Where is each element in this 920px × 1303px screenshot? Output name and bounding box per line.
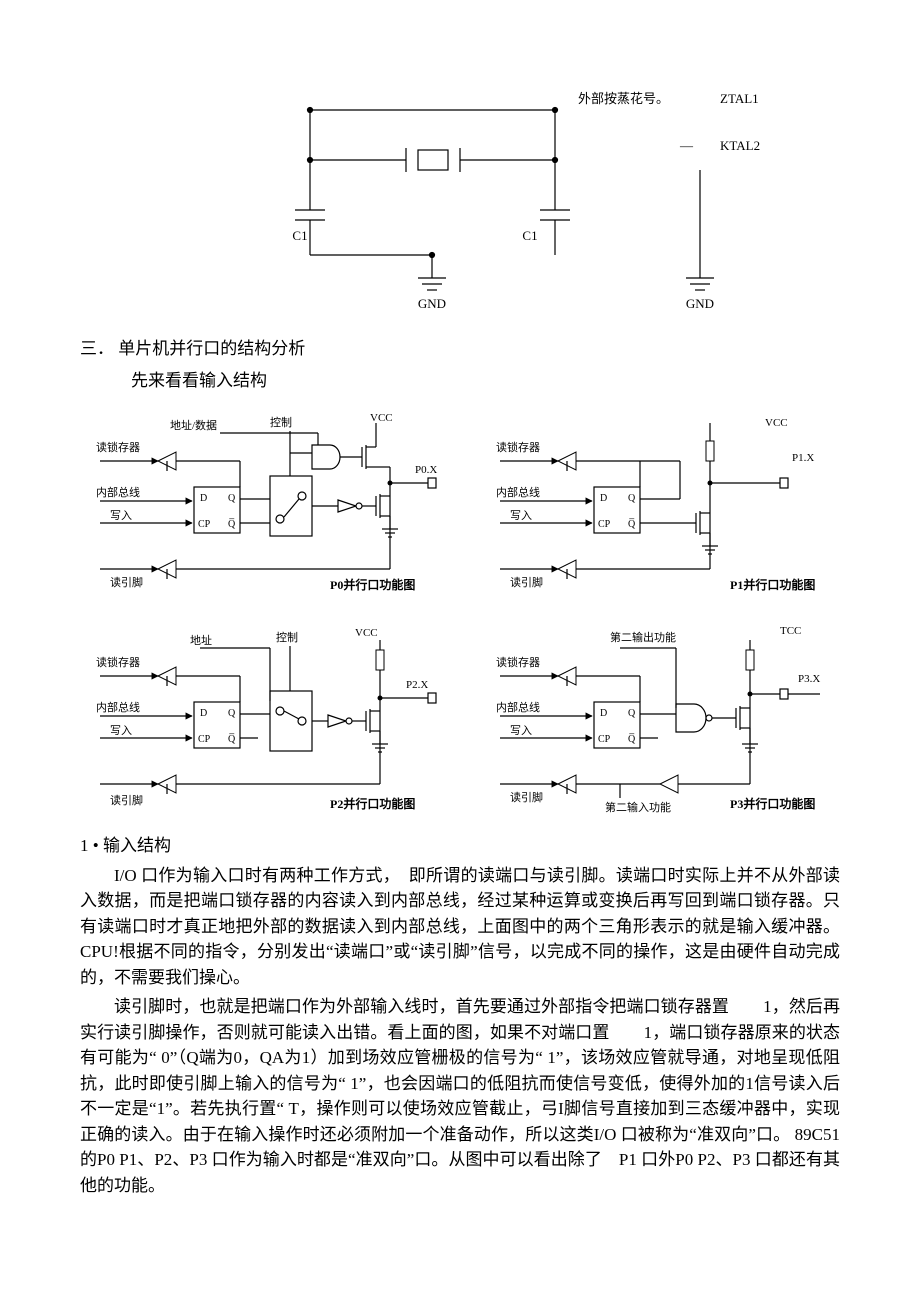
p0-bus: 内部总线 bbox=[96, 485, 140, 499]
p3-diagram: TCC 第二输出功能 读锁存器 内部总线 写入 读引脚 第二输入功能 D Q C… bbox=[496, 625, 820, 814]
p0-control: 控制 bbox=[270, 415, 292, 429]
c2-label: C1 bbox=[522, 228, 537, 243]
section3-title: 三． 单片机并行口的结构分析 bbox=[80, 336, 840, 362]
p3-secin: 第二输入功能 bbox=[605, 800, 671, 814]
xtal2-label: KTAL2 bbox=[720, 138, 760, 153]
body-para2: 读引脚时，也就是把端口作为外部输入线时，首先要通过外部指令把端口锁存器置 1，然… bbox=[80, 994, 840, 1198]
gnd1-label: GND bbox=[418, 296, 446, 311]
body-para1: I/O 口作为输入口时有两种工作方式， 即所谓的读端口与读引脚。读端口时实际上并… bbox=[80, 863, 840, 991]
xtal1-label: ZTAL1 bbox=[720, 91, 759, 106]
p0-vcc: VCC bbox=[370, 412, 393, 424]
p3-Qbar: Q̅ bbox=[628, 734, 636, 745]
p1-pin: P1.X bbox=[792, 452, 814, 464]
p2-Q: Q bbox=[228, 708, 236, 719]
p1-bus: 内部总线 bbox=[496, 485, 540, 499]
p2-control: 控制 bbox=[276, 630, 298, 644]
p0-Qbar: Q̅ bbox=[228, 519, 236, 530]
p3-caption: P3并行口功能图 bbox=[730, 796, 815, 811]
p0-readpin: 读引脚 bbox=[110, 575, 143, 589]
p2-D: D bbox=[200, 708, 207, 719]
p2-pin: P2.X bbox=[406, 679, 428, 691]
p1-caption: P1并行口功能图 bbox=[730, 577, 815, 592]
p0-caption: P0并行口功能图 bbox=[330, 577, 415, 592]
p1-diagram: VCC 读锁存器 内部总线 写入 读引脚 D Q CP Q̅ P1.X P1并行… bbox=[496, 417, 815, 592]
section3-sub: 先来看看输入结构 bbox=[80, 368, 840, 394]
p2-addr: 地址 bbox=[190, 633, 212, 647]
p2-readpin: 读引脚 bbox=[110, 793, 143, 807]
p1-readpin: 读引脚 bbox=[510, 575, 543, 589]
p3-vcc: TCC bbox=[780, 625, 801, 637]
p0-CP: CP bbox=[198, 519, 211, 530]
p3-readpin: 读引脚 bbox=[510, 790, 543, 804]
p2-Qbar: Q̅ bbox=[228, 734, 236, 745]
p0-Q: Q bbox=[228, 493, 236, 504]
p2-bus: 内部总线 bbox=[96, 700, 140, 714]
p3-readlatch: 读锁存器 bbox=[496, 655, 540, 669]
p2-CP: CP bbox=[198, 734, 211, 745]
p3-D: D bbox=[600, 708, 607, 719]
p0-D: D bbox=[200, 493, 207, 504]
p2-write: 写入 bbox=[110, 725, 132, 737]
p0-pin: P0.X bbox=[415, 464, 437, 476]
ext-signal-label: 外部按蒸花号。 bbox=[578, 91, 669, 106]
p1-readlatch: 读锁存器 bbox=[496, 440, 540, 454]
p1-write: 写入 bbox=[510, 510, 532, 522]
port-diagrams: VCC 地址/数据 控制 读锁存器 内部总线 写入 读引脚 D Q CP Q̅ … bbox=[80, 401, 840, 821]
oscillator-diagram: 外部按蒸花号。 ZTAL1 — KTAL2 C1 C1 GND GND bbox=[160, 60, 760, 320]
p2-diagram: VCC 地址 控制 读锁存器 内部总线 写入 读引脚 D Q CP Q̅ P2.… bbox=[96, 627, 436, 811]
dash-label: — bbox=[679, 138, 694, 153]
p1-Qbar: Q̅ bbox=[628, 519, 636, 530]
p0-readlatch: 读锁存器 bbox=[96, 440, 140, 454]
p1-D: D bbox=[600, 493, 607, 504]
p3-CP: CP bbox=[598, 734, 611, 745]
p0-addrdata: 地址/数据 bbox=[170, 418, 217, 432]
c1-label: C1 bbox=[292, 228, 307, 243]
body-heading: 1 • 输入结构 bbox=[80, 833, 840, 859]
p3-write: 写入 bbox=[510, 725, 532, 737]
p1-vcc: VCC bbox=[765, 417, 788, 429]
p3-Q: Q bbox=[628, 708, 636, 719]
p2-vcc: VCC bbox=[355, 627, 378, 639]
p0-diagram: VCC 地址/数据 控制 读锁存器 内部总线 写入 读引脚 D Q CP Q̅ … bbox=[96, 412, 437, 592]
p3-secout: 第二输出功能 bbox=[610, 630, 676, 644]
p2-caption: P2并行口功能图 bbox=[330, 796, 415, 811]
p3-bus: 内部总线 bbox=[496, 700, 540, 714]
p1-Q: Q bbox=[628, 493, 636, 504]
p1-CP: CP bbox=[598, 519, 611, 530]
p2-readlatch: 读锁存器 bbox=[96, 655, 140, 669]
gnd2-label: GND bbox=[686, 296, 714, 311]
p0-write: 写入 bbox=[110, 510, 132, 522]
p3-pin: P3.X bbox=[798, 673, 820, 685]
